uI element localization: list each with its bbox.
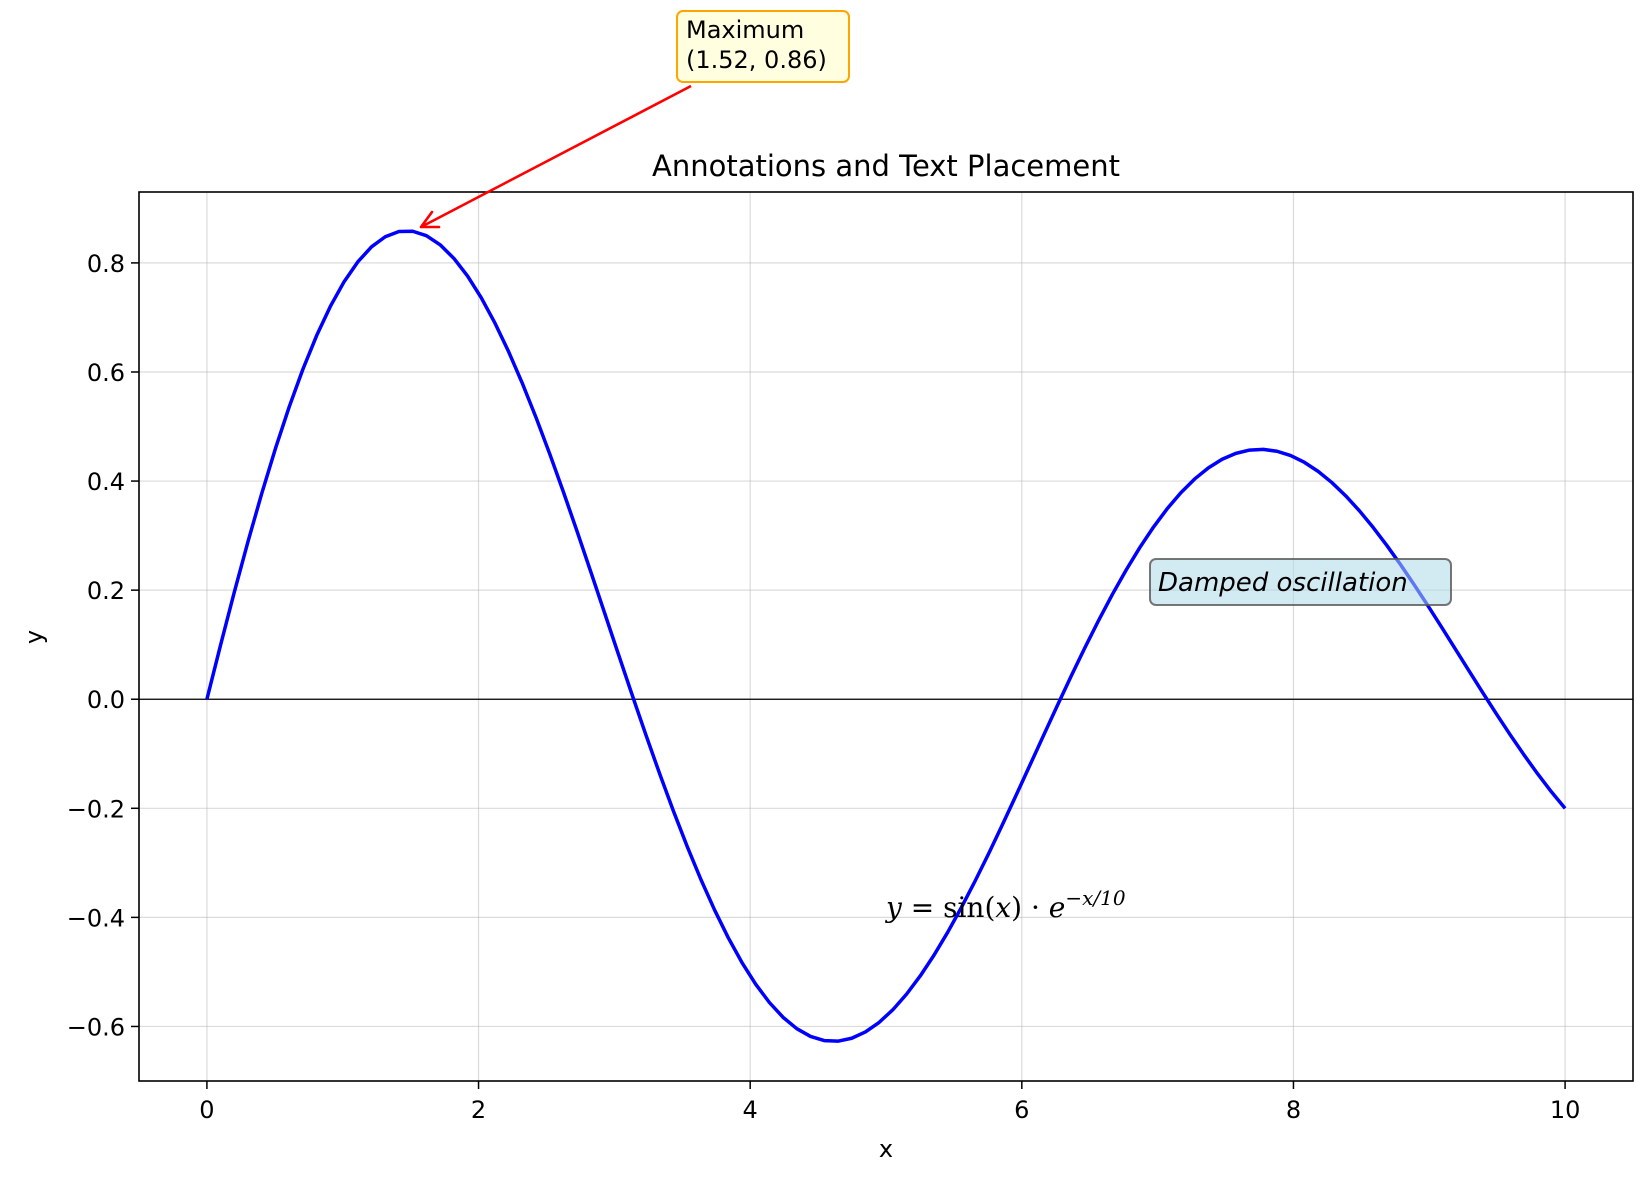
y-tick-label: −0.4 <box>67 904 125 932</box>
note-text: Damped oscillation <box>1158 568 1408 598</box>
annotation-text-line2: (1.52, 0.86) <box>686 46 827 74</box>
x-tick-label: 6 <box>1014 1096 1029 1124</box>
y-tick-label: 0.2 <box>87 577 125 605</box>
annotation-arrow-line <box>420 84 692 229</box>
x-tick-label: 0 <box>199 1096 214 1124</box>
note-damped-oscillation: Damped oscillation <box>1149 558 1452 606</box>
x-tick-label: 8 <box>1286 1096 1301 1124</box>
x-tick-label: 10 <box>1550 1096 1581 1124</box>
y-tick-label: 0.6 <box>87 359 125 387</box>
y-tick-label: −0.2 <box>67 795 125 823</box>
grid <box>139 192 1633 1081</box>
y-tick-label: −0.6 <box>67 1013 125 1041</box>
y-tick-label: 0.0 <box>87 686 125 714</box>
annotation-maximum: Maximum (1.52, 0.86) <box>419 10 850 229</box>
y-tick-label: 0.4 <box>87 468 125 496</box>
x-axis-label: x <box>879 1135 893 1163</box>
formula-text: y = sin(x) · e−x/10 <box>884 886 1126 924</box>
y-tick-label: 0.8 <box>87 250 125 278</box>
y-axis-label: y <box>20 630 48 644</box>
x-tick-label: 4 <box>743 1096 758 1124</box>
annotation-text-line1: Maximum <box>686 16 804 44</box>
ticks: 0 2 4 6 8 10 −0.6 −0.4 −0.2 0.0 0.2 0.4 0.6 0.8 <box>67 250 1581 1124</box>
x-tick-label: 2 <box>471 1096 486 1124</box>
axes-frame <box>138 191 1634 1082</box>
chart-title: Annotations and Text Placement <box>652 149 1120 183</box>
series-line <box>205 229 1567 1043</box>
annotation-arrowhead <box>419 210 441 229</box>
